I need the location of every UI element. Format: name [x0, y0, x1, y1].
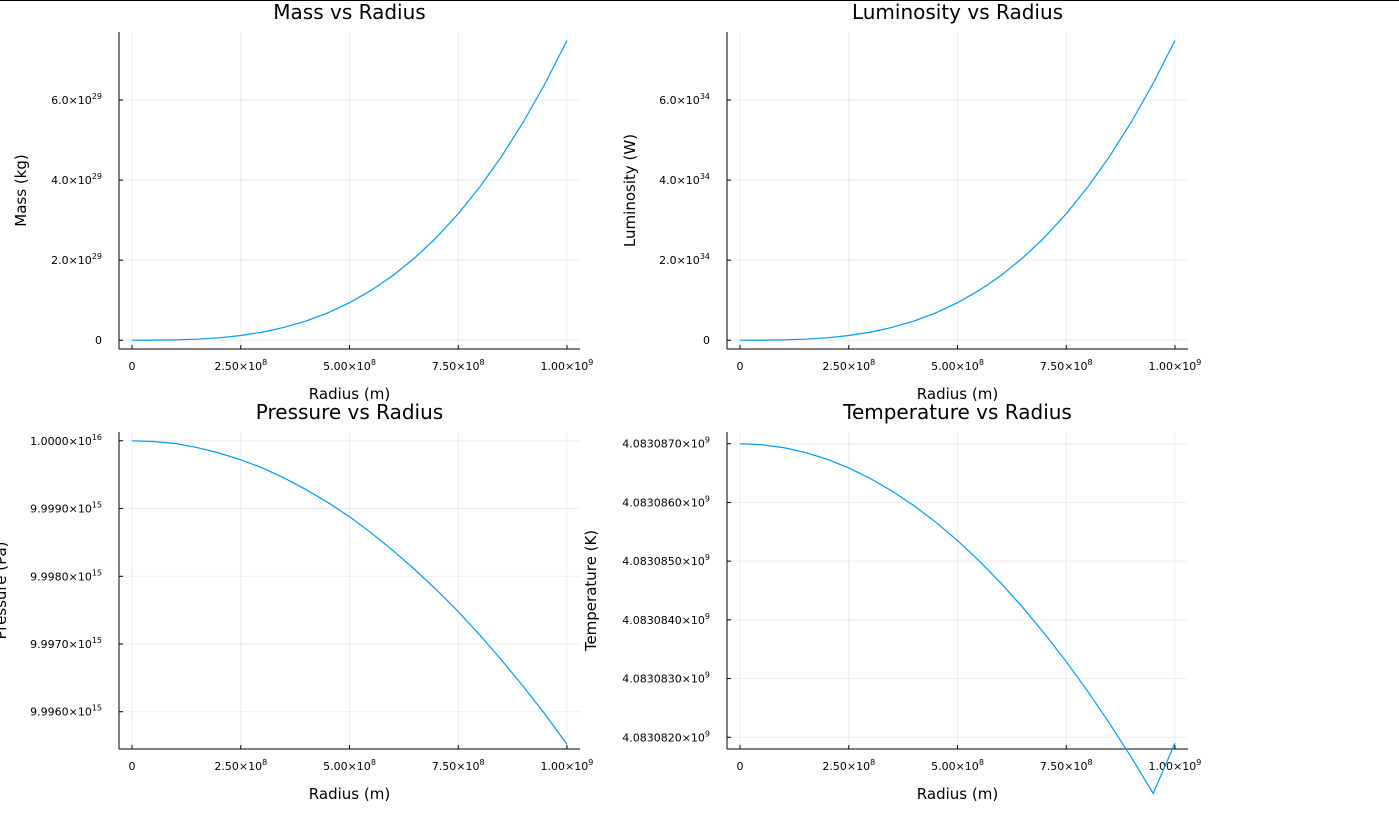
- y-tick-label: 2.0×1034: [659, 252, 710, 267]
- x-tick-label: 0: [737, 760, 744, 773]
- y-axis-label: Mass (kg): [12, 154, 30, 226]
- luminosity-vs-radius-panel: 0 2.50×108 5.00×108 7.50×108 1.00×109 0 2.0×10…: [621, 0, 1201, 403]
- y-tick-label: 4.0830820×109: [622, 729, 710, 744]
- x-tick-label: 2.50×108: [214, 358, 267, 373]
- x-axis-label: Radius (m): [917, 385, 998, 403]
- series-line: [740, 443, 1176, 795]
- x-tick-label: 0: [129, 760, 136, 773]
- x-tick-label: 1.00×109: [541, 358, 594, 373]
- chart-title: Pressure vs Radius: [256, 400, 443, 424]
- y-tick-label: 4.0×1034: [659, 172, 710, 187]
- x-tick-label: 7.50×108: [432, 358, 485, 373]
- series-line: [132, 440, 568, 745]
- x-tick-label: 1.00×109: [1149, 358, 1202, 373]
- y-tick-label: 6.0×1029: [51, 92, 102, 107]
- y-axis-label: Pressure (Pa): [0, 541, 10, 639]
- y-tick-label: 0: [703, 334, 710, 347]
- y-tick-label: 6.0×1034: [659, 92, 710, 107]
- chart-title: Luminosity vs Radius: [852, 0, 1063, 24]
- x-tick-label: 0: [129, 360, 136, 373]
- y-tick-label: 2.0×1029: [51, 252, 102, 267]
- y-tick-label: 4.0830850×109: [622, 553, 710, 568]
- x-tick-label: 5.00×108: [931, 758, 984, 773]
- y-tick-label: 9.9980×1015: [30, 568, 102, 583]
- x-tick-label: 2.50×108: [822, 758, 875, 773]
- series-line: [132, 40, 568, 341]
- y-tick-label: 1.0000×1016: [30, 433, 102, 448]
- x-axis-label: Radius (m): [309, 785, 390, 803]
- x-tick-label: 5.00×108: [323, 358, 376, 373]
- y-tick-label: 4.0830840×109: [622, 612, 710, 627]
- x-tick-label: 5.00×108: [931, 358, 984, 373]
- x-axis-label: Radius (m): [917, 785, 998, 803]
- x-tick-label: 0: [737, 360, 744, 373]
- x-axis-label: Radius (m): [309, 385, 390, 403]
- y-tick-label: 4.0×1029: [51, 172, 102, 187]
- x-tick-label: 5.00×108: [323, 758, 376, 773]
- pressure-vs-radius-panel: 0 2.50×108 5.00×108 7.50×108 1.00×109 9.9960×…: [0, 400, 593, 803]
- x-tick-label: 1.00×109: [541, 758, 594, 773]
- y-tick-label: 4.0830860×109: [622, 494, 710, 509]
- window-top-border: [0, 0, 1399, 1]
- x-tick-label: 7.50×108: [1040, 358, 1093, 373]
- y-tick-label: 0: [95, 334, 102, 347]
- y-axis-label: Luminosity (W): [621, 134, 639, 247]
- mass-vs-radius-panel: 0 2.50×108 5.00×108 7.50×108 1.00×109 0 2.0×10…: [12, 0, 593, 403]
- y-tick-label: 4.0830870×109: [622, 436, 710, 451]
- x-tick-label: 1.00×109: [1149, 758, 1202, 773]
- y-tick-label: 9.9960×1015: [30, 704, 102, 719]
- chart-title: Temperature vs Radius: [842, 400, 1072, 424]
- y-tick-label: 4.0830830×109: [622, 671, 710, 686]
- temperature-vs-radius-panel: 0 2.50×108 5.00×108 7.50×108 1.00×109 4.08308…: [582, 400, 1201, 803]
- x-tick-label: 2.50×108: [822, 358, 875, 373]
- y-axis-label: Temperature (K): [582, 530, 600, 652]
- x-tick-label: 7.50×108: [432, 758, 485, 773]
- series-line: [740, 40, 1176, 341]
- x-tick-label: 2.50×108: [214, 758, 267, 773]
- x-tick-label: 7.50×108: [1040, 758, 1093, 773]
- y-tick-label: 9.9990×1015: [30, 501, 102, 516]
- chart-title: Mass vs Radius: [273, 0, 425, 24]
- y-tick-label: 9.9970×1015: [30, 636, 102, 651]
